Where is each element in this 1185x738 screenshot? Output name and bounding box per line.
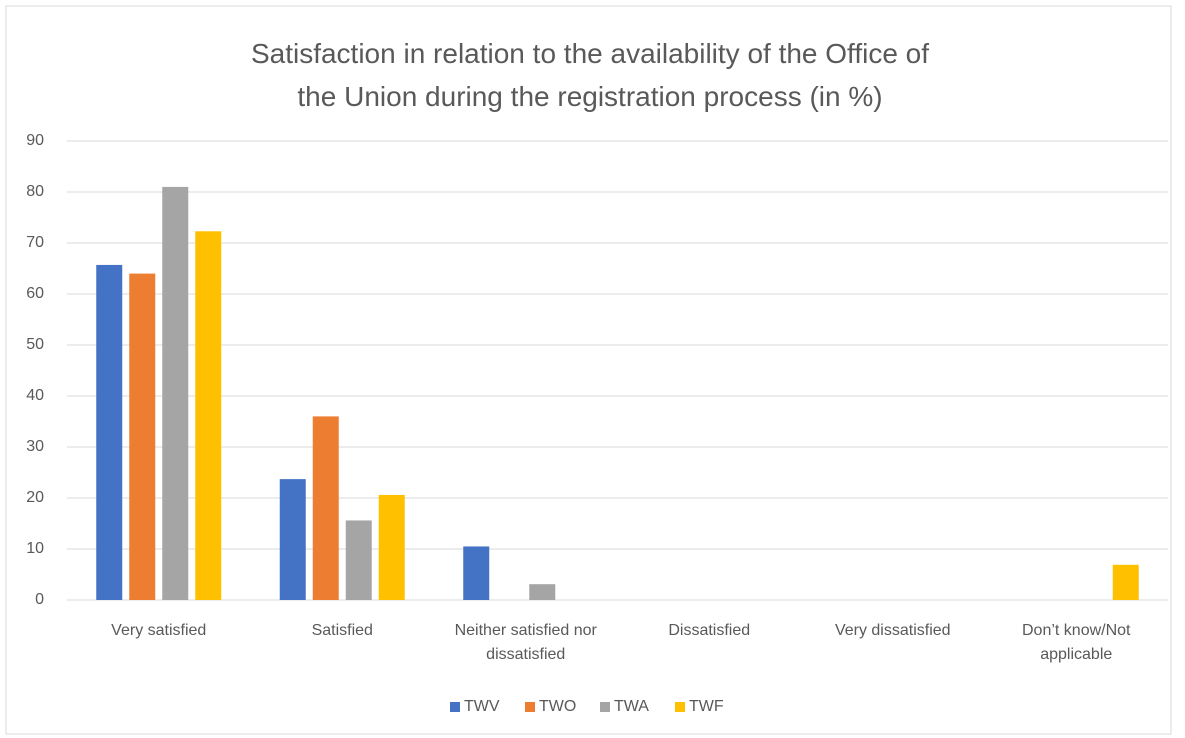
- x-tick-label: Satisfied: [311, 622, 373, 639]
- y-tick-label: 10: [26, 540, 44, 557]
- legend-swatch: [525, 702, 535, 712]
- x-tick-label: Very satisfied: [111, 622, 207, 639]
- y-tick-label: 70: [26, 234, 44, 251]
- legend-label: TWA: [614, 698, 649, 715]
- x-tick-label: Dissatisfied: [668, 622, 751, 639]
- legend-label: TWV: [464, 698, 500, 715]
- y-tick-label: 30: [26, 438, 44, 455]
- x-tick-label: Very dissatisfied: [834, 622, 951, 639]
- y-tick-label: 40: [26, 387, 44, 404]
- legend-label: TWO: [539, 698, 576, 715]
- y-tick-label: 0: [35, 591, 44, 608]
- legend-label: TWF: [689, 698, 724, 715]
- bar: [312, 416, 339, 600]
- x-tick-label: Don’t know/Not applicable: [1022, 622, 1131, 663]
- y-tick-label: 60: [26, 285, 44, 302]
- chart-title: Satisfaction in relation to the availabi…: [250, 38, 930, 112]
- legend-swatch: [675, 702, 685, 712]
- y-tick-label: 80: [26, 183, 44, 200]
- bar: [129, 273, 156, 600]
- y-tick-label: 50: [26, 336, 44, 353]
- y-tick-label: 20: [26, 489, 44, 506]
- x-tick-label: Neither satisfied nor dissatisfied: [454, 622, 597, 663]
- bar: [463, 546, 490, 600]
- bar: [162, 186, 189, 600]
- bar: [378, 494, 405, 600]
- legend-swatch: [600, 702, 610, 712]
- bar: [279, 479, 306, 600]
- chart-border: [5, 5, 1172, 735]
- bar: [96, 264, 123, 600]
- bar: [1112, 564, 1139, 600]
- y-tick-label: 90: [26, 132, 44, 149]
- bar: [345, 520, 372, 600]
- bar: [529, 584, 556, 600]
- legend-swatch: [450, 702, 460, 712]
- bar: [195, 231, 222, 600]
